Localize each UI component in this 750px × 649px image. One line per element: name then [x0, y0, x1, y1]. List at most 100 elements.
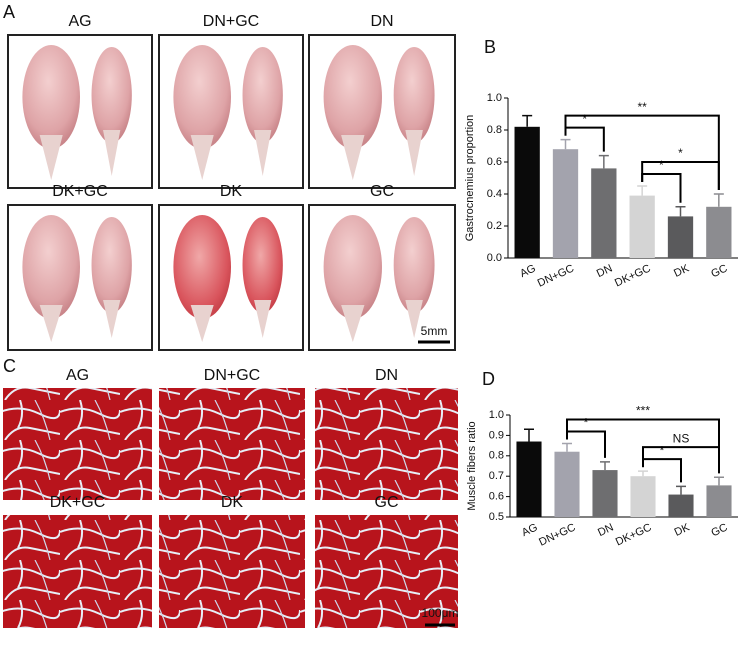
y-tick-label: 0.2 — [487, 220, 502, 232]
error-bar — [600, 461, 610, 471]
significance-label: *** — [636, 404, 650, 418]
y-tick-label: 1.0 — [489, 409, 504, 421]
x-tick-label: GC — [709, 521, 729, 539]
significance-label: * — [582, 112, 587, 126]
histology-image — [315, 388, 458, 500]
photo-label: DK — [221, 494, 244, 511]
x-tick-label: AG — [518, 262, 537, 280]
photo-label: AG — [66, 367, 89, 384]
muscle — [254, 300, 272, 338]
significance-bracket — [566, 418, 720, 474]
bar — [706, 206, 732, 258]
significance-label: * — [584, 416, 589, 430]
muscle — [405, 130, 423, 176]
significance-label: ** — [637, 100, 647, 114]
muscle — [405, 300, 423, 338]
x-tick-label: AG — [520, 521, 539, 539]
y-tick-label: 0.8 — [487, 124, 502, 136]
muscle — [103, 300, 121, 338]
panel-label: A — [3, 2, 15, 22]
x-tick-label: DN — [595, 262, 615, 280]
x-tick-label: DN+GC — [536, 262, 576, 289]
muscle — [91, 47, 132, 143]
error-bar — [714, 476, 724, 486]
muscle — [22, 215, 80, 319]
muscle — [103, 130, 121, 176]
bar — [552, 149, 579, 258]
panel-label: D — [482, 369, 495, 389]
photo-label: DN+GC — [204, 367, 260, 384]
muscle — [242, 217, 283, 313]
y-tick-label: 0.5 — [489, 511, 504, 523]
y-axis-label: Gastrocnemius proportion — [464, 115, 476, 242]
y-axis-label: Muscle fibers ratio — [466, 421, 478, 510]
bar — [516, 441, 542, 517]
x-tick-label: DK+GC — [614, 521, 654, 548]
photo-label: GC — [375, 494, 399, 511]
bar — [630, 476, 656, 517]
muscle — [393, 217, 435, 313]
significance-label: * — [660, 443, 665, 457]
panel-label: C — [3, 356, 16, 376]
photo-label: DK+GC — [50, 494, 106, 511]
bar — [514, 126, 540, 258]
y-tick-label: 0.4 — [487, 188, 502, 200]
muscle — [173, 45, 231, 149]
bar — [592, 470, 618, 517]
scale-bar-label: 100μm — [422, 606, 459, 620]
bar — [706, 485, 732, 517]
bar — [668, 494, 694, 517]
muscle — [254, 130, 272, 176]
bar — [629, 195, 655, 258]
y-tick-label: 0.7 — [489, 470, 504, 482]
muscle — [91, 217, 132, 313]
histology-image — [159, 515, 305, 628]
muscle — [22, 45, 80, 149]
x-tick-label: GC — [709, 262, 729, 280]
muscle — [39, 135, 63, 180]
significance-bracket — [564, 114, 720, 190]
x-tick-label: DK — [672, 262, 692, 280]
error-bar — [524, 428, 534, 442]
error-bar — [713, 193, 724, 207]
histology-image — [3, 388, 152, 500]
error-bar — [522, 114, 533, 127]
panel-label: B — [484, 37, 496, 57]
error-bar — [560, 138, 571, 150]
y-tick-label: 0.0 — [487, 252, 502, 264]
error-bar — [562, 442, 572, 452]
muscle — [173, 215, 231, 319]
muscle — [190, 305, 214, 342]
error-bar — [598, 154, 609, 169]
photo-label: AG — [68, 13, 91, 30]
significance-label: NS — [673, 431, 690, 445]
muscle — [323, 215, 382, 319]
bar — [591, 168, 617, 258]
histology-image — [3, 515, 152, 628]
photo-label: DN — [375, 367, 398, 384]
muscle — [341, 305, 365, 342]
muscle — [39, 305, 63, 342]
significance-label: * — [678, 146, 683, 160]
photo-label: DN+GC — [203, 13, 259, 30]
y-tick-label: 0.9 — [489, 429, 504, 441]
muscle — [323, 45, 382, 149]
photo-label: DN — [370, 13, 393, 30]
bar — [667, 216, 694, 258]
muscle — [341, 135, 365, 180]
x-tick-label: DK+GC — [613, 262, 653, 289]
bar — [554, 451, 580, 517]
photo-label: DK+GC — [52, 183, 108, 200]
x-tick-label: DK — [673, 521, 693, 539]
y-tick-label: 0.6 — [489, 491, 504, 503]
y-tick-label: 1.0 — [487, 92, 502, 104]
muscle — [242, 47, 283, 143]
error-bar — [637, 185, 648, 196]
photo-label: DK — [220, 183, 243, 200]
photo-label: GC — [370, 183, 394, 200]
significance-label: * — [659, 158, 664, 172]
error-bar — [638, 470, 648, 477]
error-bar — [675, 206, 686, 217]
x-tick-label: DN+GC — [537, 521, 577, 548]
